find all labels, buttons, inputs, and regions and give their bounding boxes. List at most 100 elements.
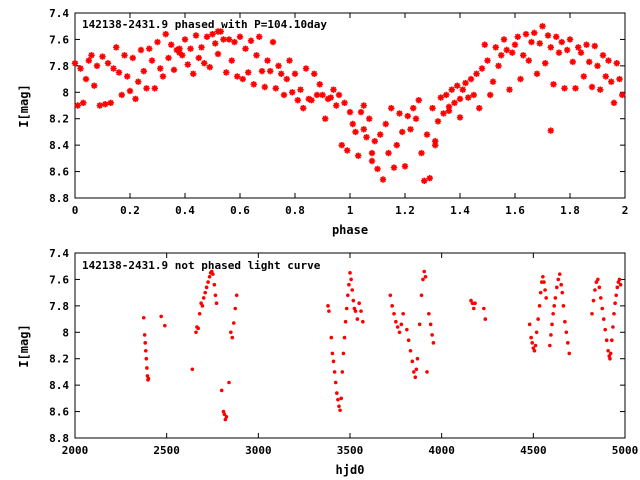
data-point [351,298,356,303]
data-point [135,78,142,85]
data-point [406,338,411,343]
data-point [520,52,527,59]
data-point [192,32,200,39]
data-point [327,94,334,101]
x-tick-label: 1.8 [560,204,580,217]
data-point [393,141,400,149]
data-point [159,314,163,319]
data-point [608,356,612,361]
data-point [533,343,538,348]
data-point [555,285,559,290]
data-point [388,104,395,112]
data-point [275,62,282,70]
data-point [618,282,623,287]
data-point [604,338,609,343]
data-point [528,38,535,46]
y-tick-label: 7.4 [49,247,69,260]
data-point [213,293,218,298]
data-point [143,341,148,345]
data-point [619,91,626,99]
data-point [346,108,354,116]
data-point [346,293,350,298]
data-point [456,95,464,103]
y-tick-label: 8.4 [49,139,69,152]
data-point [530,341,535,345]
data-point [536,40,543,47]
data-point [482,306,486,311]
x-tick-label: 0.8 [285,204,305,217]
x-tick-label: 3500 [337,444,364,457]
data-point [537,304,542,308]
data-point [311,70,318,77]
data-point [74,102,81,109]
data-point [104,60,112,67]
data-point [470,301,475,306]
data-point [165,54,172,62]
data-points [71,23,626,185]
data-point [613,301,617,306]
data-point [297,86,304,93]
data-point [190,70,197,77]
data-point [236,33,244,40]
data-point [151,85,158,92]
data-point [473,301,477,306]
data-point [196,326,200,331]
data-point [231,321,236,325]
data-point [407,126,414,133]
data-point [481,41,488,48]
data-point [432,141,439,149]
data-point [146,376,151,381]
data-point [529,335,533,340]
data-point [462,79,469,87]
data-point [343,319,348,324]
axis-ticks: 2000 2500 3000 3500 4000 4500 5000 7.4 7.6 7.8 8 8.… [49,247,638,457]
data-point [338,408,342,413]
data-point [558,38,565,46]
data-point [557,272,562,276]
data-point [440,110,447,117]
data-point [300,104,307,112]
y-tick-label: 7.8 [49,300,69,313]
data-point [82,75,90,83]
x-axis-label: hjd0 [336,463,365,477]
data-point [181,36,189,43]
data-point [361,319,365,324]
data-point [353,309,358,313]
data-point [190,367,195,372]
data-point [553,296,558,300]
data-point [291,70,299,77]
data-point [124,73,131,80]
data-point [522,30,530,38]
data-point [422,269,427,274]
data-point [615,285,620,290]
data-point [142,333,147,337]
data-point [399,322,404,327]
data-point [219,388,224,393]
x-tick-label: 1.2 [395,204,415,217]
data-point [352,128,359,136]
x-tick-label: 1 [347,204,354,217]
data-point [145,366,149,370]
data-point [267,67,274,75]
data-point [110,65,117,72]
x-tick-label: 5000 [612,444,639,457]
data-point [431,341,436,345]
data-point [594,62,601,70]
data-point [113,44,120,51]
data-point [547,44,554,51]
data-point [170,66,178,74]
data-point [234,73,241,80]
data-point [168,41,175,48]
data-point [601,317,606,321]
data-point [404,112,411,120]
phased-light-curve-panel: 142138-2431.9 phased with P=104.10day ph… [17,7,628,237]
data-point [478,65,486,72]
data-point [434,118,442,125]
data-point [360,102,367,109]
x-tick-label: 2500 [153,444,180,457]
data-point [233,306,238,311]
data-point [448,86,455,93]
data-point [339,396,344,401]
data-point [272,85,279,92]
data-point [143,348,148,353]
